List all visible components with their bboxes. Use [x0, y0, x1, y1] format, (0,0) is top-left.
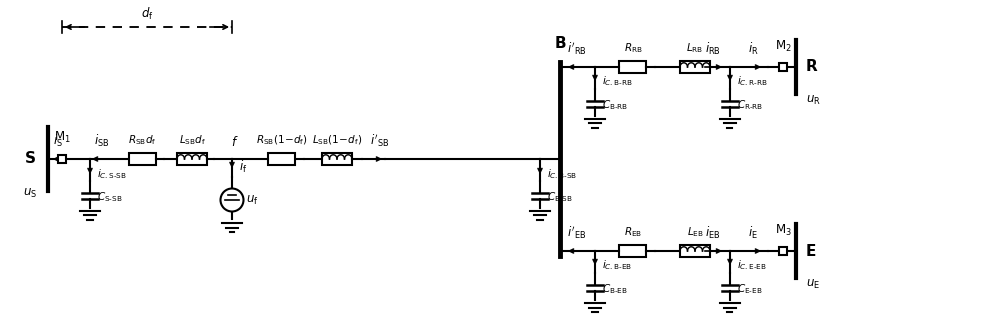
Text: $i'_{\rm RB}$: $i'_{\rm RB}$	[567, 41, 587, 57]
Bar	[680, 61, 710, 73]
Bar	[779, 247, 787, 255]
Text: $C_{\rm S\text{-}SB}$: $C_{\rm S\text{-}SB}$	[97, 190, 123, 204]
Text: $C_{\rm B\text{-}RB}$: $C_{\rm B\text{-}RB}$	[602, 98, 628, 112]
Bar	[619, 61, 646, 73]
Text: $u_{\rm R}$: $u_{\rm R}$	[806, 94, 821, 107]
Text: $i_{C.\rm B\text{-}SB}$: $i_{C.\rm B\text{-}SB}$	[547, 167, 577, 181]
Text: $i_{C.\rm S\text{-}SB}$: $i_{C.\rm S\text{-}SB}$	[97, 167, 127, 181]
Bar	[177, 153, 207, 165]
Text: $L_{\rm SB}d_{\rm f}$: $L_{\rm SB}d_{\rm f}$	[179, 133, 205, 147]
Text: $u_{\rm S}$: $u_{\rm S}$	[23, 187, 37, 200]
Text: $i_{\rm RB}$: $i_{\rm RB}$	[705, 41, 721, 57]
Text: $i_{C.\rm B\text{-}EB}$: $i_{C.\rm B\text{-}EB}$	[602, 258, 632, 272]
Text: $L_{\rm EB}$: $L_{\rm EB}$	[687, 225, 703, 239]
Text: $i'_{\rm SB}$: $i'_{\rm SB}$	[370, 132, 390, 149]
Text: $d_{\rm f}$: $d_{\rm f}$	[141, 6, 153, 22]
Text: $R_{\rm SB}(1\!-\!d_{\rm f})$: $R_{\rm SB}(1\!-\!d_{\rm f})$	[256, 133, 308, 147]
Text: $R_{\rm SB}d_{\rm f}$: $R_{\rm SB}d_{\rm f}$	[128, 133, 156, 147]
Bar	[58, 155, 66, 163]
Text: $u_{\rm E}$: $u_{\rm E}$	[806, 278, 820, 291]
Circle shape	[220, 189, 243, 211]
Text: $C_{\rm E\text{-}EB}$: $C_{\rm E\text{-}EB}$	[737, 282, 762, 296]
Text: $i_{C.\rm R\text{-}RB}$: $i_{C.\rm R\text{-}RB}$	[737, 74, 768, 88]
Bar	[619, 245, 646, 257]
Text: $i_{\rm EB}$: $i_{\rm EB}$	[705, 225, 721, 241]
Bar	[268, 153, 295, 165]
Text: $i_{\rm SB}$: $i_{\rm SB}$	[94, 133, 110, 149]
Text: $C_{\rm B\text{-}EB}$: $C_{\rm B\text{-}EB}$	[602, 282, 628, 296]
Bar	[322, 153, 352, 165]
Bar	[680, 245, 710, 257]
Text: $C_{\rm R\text{-}RB}$: $C_{\rm R\text{-}RB}$	[737, 98, 763, 112]
Bar	[128, 153, 156, 165]
Text: $C_{\rm B\text{-}SB}$: $C_{\rm B\text{-}SB}$	[547, 190, 573, 204]
Text: $i_{\rm R}$: $i_{\rm R}$	[748, 41, 758, 57]
Text: $i_{C.\rm E\text{-}EB}$: $i_{C.\rm E\text{-}EB}$	[737, 258, 767, 272]
Text: f: f	[231, 136, 235, 149]
Text: B: B	[554, 36, 566, 51]
Text: $R_{\rm RB}$: $R_{\rm RB}$	[624, 41, 642, 55]
Text: $R_{\rm EB}$: $R_{\rm EB}$	[624, 225, 642, 239]
Text: $i_{C.\rm B\text{-}RB}$: $i_{C.\rm B\text{-}RB}$	[602, 74, 633, 88]
Bar	[779, 63, 787, 71]
Text: E: E	[806, 243, 816, 258]
Text: $u_{\rm f}$: $u_{\rm f}$	[246, 193, 259, 206]
Text: $L_{\rm RB}$: $L_{\rm RB}$	[686, 41, 704, 55]
Text: R: R	[806, 60, 818, 75]
Text: $i_{\rm f}$: $i_{\rm f}$	[239, 159, 247, 175]
Text: $i_{\rm S}$: $i_{\rm S}$	[53, 133, 63, 149]
Text: $\mathrm{M}_3$: $\mathrm{M}_3$	[775, 223, 791, 238]
Text: $\mathrm{M}_2$: $\mathrm{M}_2$	[775, 39, 791, 54]
Text: $i'_{\rm EB}$: $i'_{\rm EB}$	[567, 224, 587, 241]
Text: $i_{\rm E}$: $i_{\rm E}$	[748, 225, 758, 241]
Text: $L_{\rm SB}(1\!-\!d_{\rm f})$: $L_{\rm SB}(1\!-\!d_{\rm f})$	[312, 133, 362, 147]
Text: $\mathrm{M}_1$: $\mathrm{M}_1$	[54, 130, 70, 145]
Text: S: S	[24, 152, 36, 167]
